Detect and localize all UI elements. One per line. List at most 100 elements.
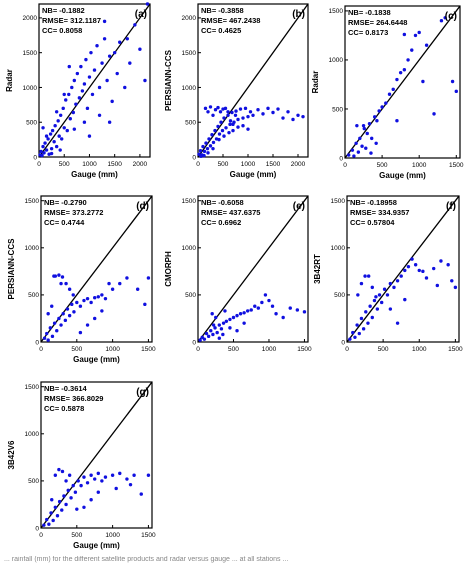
- y-tick-label: 1000: [23, 85, 38, 92]
- data-point: [135, 287, 140, 291]
- x-tick-label: 0: [196, 161, 200, 168]
- data-point: [48, 326, 53, 330]
- data-point: [222, 116, 226, 120]
- data-point: [364, 310, 368, 314]
- data-point: [198, 149, 203, 153]
- data-point: [253, 304, 257, 308]
- data-point: [72, 310, 76, 314]
- stat-line: CC= 0.5878: [44, 404, 84, 413]
- data-point: [227, 130, 231, 135]
- data-point: [97, 113, 102, 117]
- data-point: [211, 146, 215, 151]
- x-tick-label: 500: [378, 346, 389, 353]
- panel-label: (e): [293, 201, 305, 212]
- data-point: [235, 313, 239, 318]
- data-point: [368, 304, 372, 308]
- data-point: [60, 275, 65, 279]
- data-point: [49, 151, 54, 156]
- y-tick-label: 1000: [182, 245, 197, 252]
- data-point: [82, 298, 86, 303]
- x-tick-label: 1000: [412, 346, 427, 353]
- data-point: [208, 105, 213, 109]
- data-point: [44, 148, 49, 152]
- stat-line: NB= -0.1882: [42, 6, 85, 15]
- data-point: [62, 92, 66, 97]
- data-point: [146, 473, 151, 477]
- data-point: [42, 336, 47, 340]
- data-point: [377, 109, 381, 113]
- data-point: [125, 37, 129, 41]
- data-point: [139, 492, 143, 496]
- data-point: [362, 126, 366, 131]
- data-point: [220, 128, 225, 133]
- data-point: [82, 505, 86, 509]
- data-point: [372, 298, 377, 303]
- data-point: [228, 119, 233, 123]
- x-axis-label: Gauge (mm): [230, 170, 277, 179]
- data-point: [369, 151, 373, 155]
- data-point: [89, 300, 93, 305]
- data-point: [202, 153, 206, 158]
- data-point: [64, 502, 68, 507]
- data-point: [52, 321, 57, 325]
- data-point: [60, 469, 65, 474]
- data-point: [222, 134, 226, 138]
- data-point: [245, 309, 250, 313]
- data-point: [351, 330, 355, 335]
- data-point: [67, 287, 72, 291]
- data-point: [224, 319, 229, 323]
- y-tick-label: 1500: [182, 50, 197, 57]
- data-point: [107, 120, 112, 124]
- data-point: [453, 285, 458, 290]
- data-point: [374, 295, 378, 299]
- data-point: [87, 75, 92, 79]
- x-axis-label: Gauge (mm): [73, 541, 120, 550]
- data-point: [125, 477, 129, 481]
- data-point: [128, 61, 132, 65]
- data-point: [356, 150, 361, 154]
- data-point: [128, 482, 133, 487]
- data-point: [143, 302, 147, 307]
- data-point: [291, 117, 295, 122]
- x-tick-label: 500: [59, 161, 70, 168]
- data-point: [391, 87, 395, 92]
- data-point: [118, 471, 122, 476]
- data-point: [93, 477, 97, 481]
- data-point: [421, 269, 425, 274]
- data-point: [249, 308, 253, 312]
- data-point: [206, 151, 210, 155]
- data-point: [46, 312, 50, 316]
- y-tick-label: 1000: [25, 245, 40, 252]
- data-point: [398, 70, 403, 75]
- data-point: [256, 306, 261, 310]
- data-point: [432, 266, 436, 271]
- data-point: [89, 50, 93, 55]
- data-point: [380, 105, 384, 109]
- data-point: [66, 488, 70, 493]
- scatter-panel-3: 0 500 1000 1500 0 500 1000 1500 NB= -0.1838RMSE=…: [311, 5, 464, 180]
- y-tick-label: 1000: [329, 57, 344, 64]
- data-point: [57, 499, 62, 504]
- data-point: [57, 467, 61, 472]
- data-point: [450, 79, 455, 84]
- x-tick-label: 1500: [107, 161, 122, 168]
- x-tick-label: 1000: [262, 346, 277, 353]
- x-tick-label: 1000: [105, 532, 120, 539]
- data-point: [236, 125, 240, 129]
- data-point: [52, 274, 56, 278]
- x-tick-label: 1500: [141, 532, 156, 539]
- data-point: [364, 146, 368, 150]
- data-point: [107, 281, 111, 286]
- stat-line: NB= -0.3858: [201, 6, 244, 15]
- data-point: [375, 307, 380, 311]
- data-point: [295, 308, 300, 312]
- data-point: [96, 295, 100, 299]
- data-point: [242, 311, 246, 315]
- data-point: [63, 318, 68, 323]
- data-point: [288, 306, 292, 310]
- data-point: [219, 327, 224, 331]
- data-point: [360, 144, 364, 148]
- data-point: [57, 134, 61, 138]
- data-point: [58, 148, 62, 152]
- plot-frame: [40, 381, 153, 529]
